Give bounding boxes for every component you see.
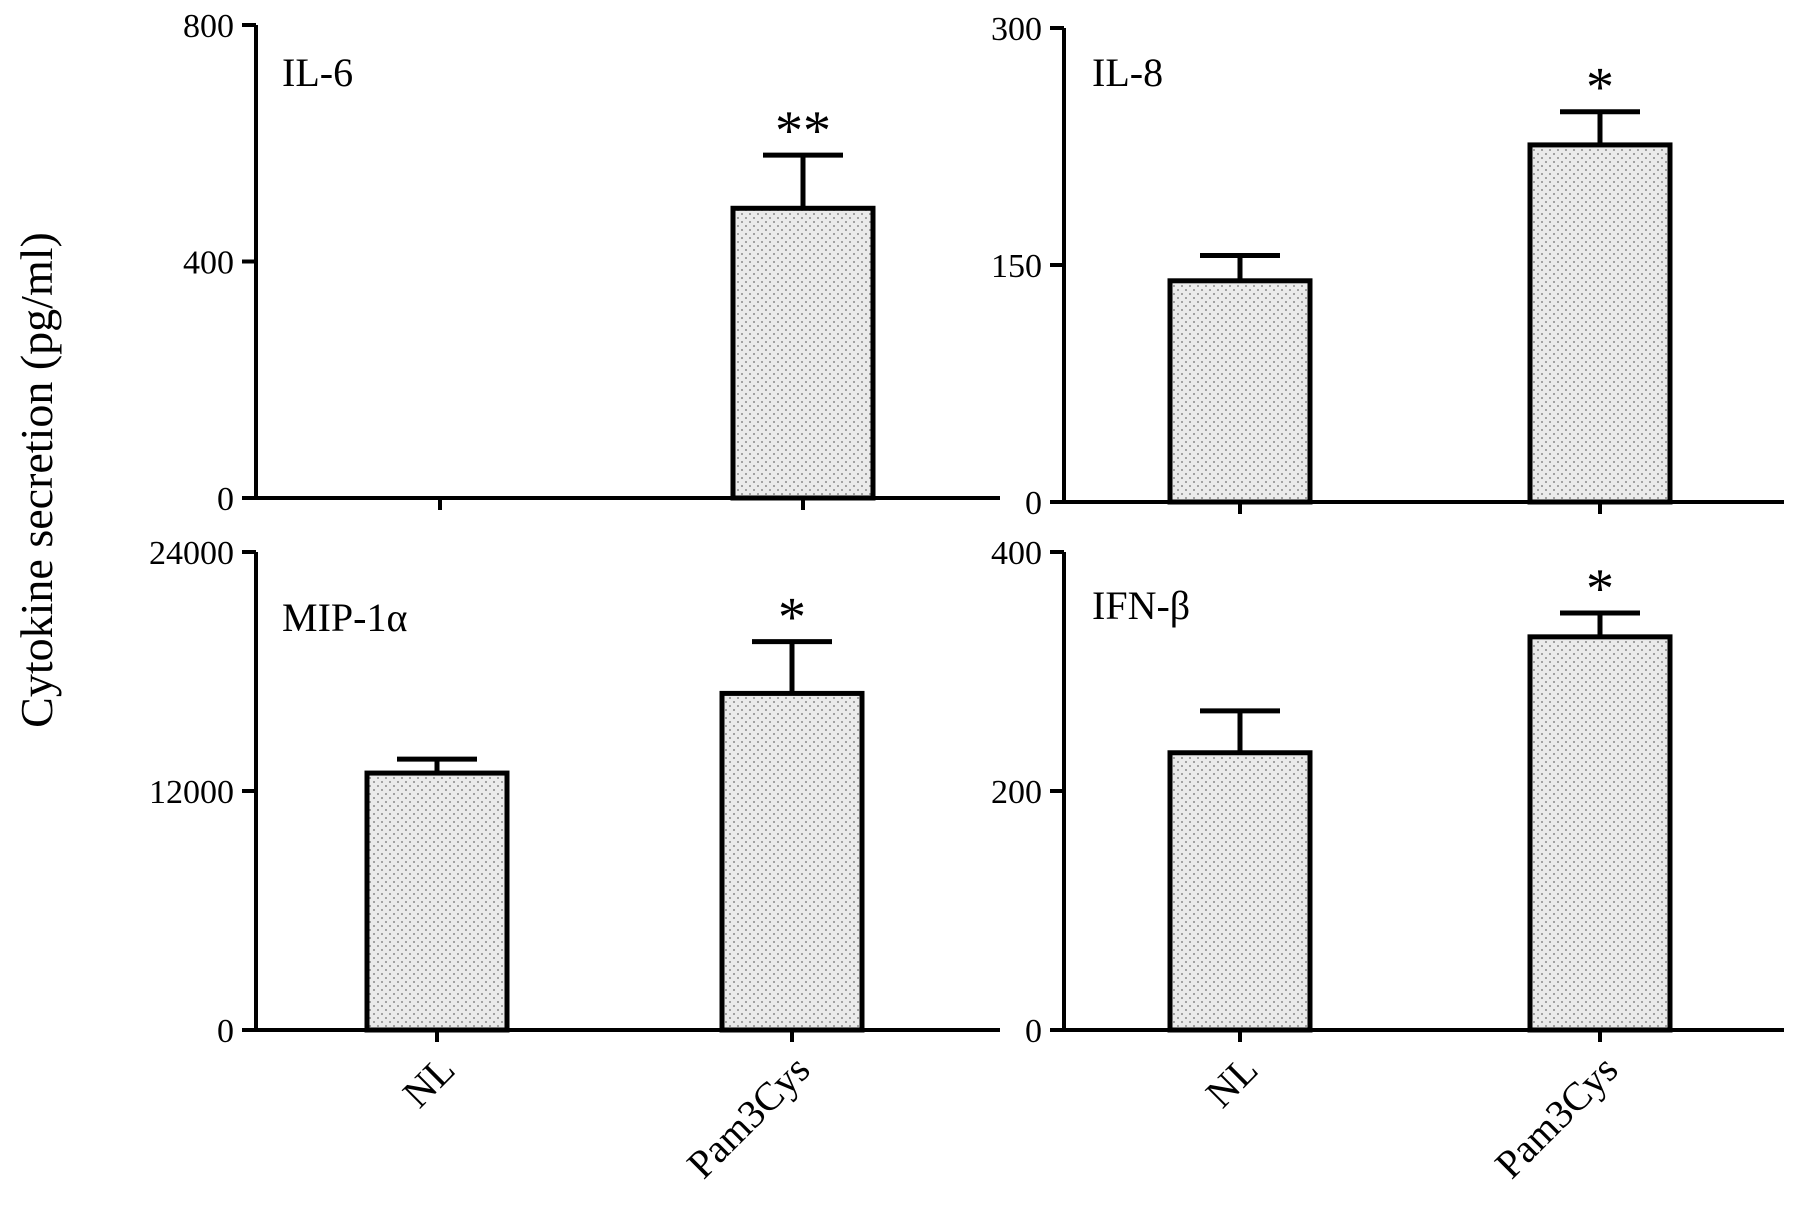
- panel-il-8: 0 150 300 * IL-8: [991, 11, 1784, 522]
- bar-mip-1a-pam3cys: [719, 690, 865, 1033]
- y-tick-label-il-6-0: 0: [217, 481, 234, 518]
- category-label-ifn-b-pam3cys: Pam3Cys: [1486, 1047, 1626, 1187]
- y-tick-label-il-8-0: 0: [1025, 485, 1042, 522]
- bar-il-8-nl: [1167, 278, 1313, 505]
- bar-mip-1a-nl: [364, 770, 510, 1033]
- y-tick-label-mip-1a-0: 0: [217, 1013, 234, 1050]
- bar-il-6-pam3cys: [730, 205, 876, 501]
- figure-y-axis-label: Cytokine secretion (pg/ml): [11, 232, 62, 728]
- category-label-mip-1a-nl: NL: [394, 1047, 464, 1117]
- y-tick-label-il-6-800: 800: [183, 8, 234, 45]
- y-tick-label-il-8-150: 150: [991, 248, 1042, 285]
- y-tick-label-mip-1a-24000: 24000: [149, 535, 234, 572]
- y-tick-label-il-8-300: 300: [991, 11, 1042, 48]
- panel-label-il-6: IL-6: [282, 50, 353, 95]
- y-tick-label-ifn-b-200: 200: [991, 774, 1042, 811]
- bar-ifn-b-nl: [1167, 750, 1313, 1033]
- panel-label-ifn-b: IFN-β: [1092, 583, 1190, 628]
- panel-label-il-8: IL-8: [1092, 50, 1163, 95]
- panel-ifn-b: 0 200 400 * IFN-β NL Pam3Cys: [991, 535, 1784, 1187]
- y-tick-label-mip-1a-12000: 12000: [149, 774, 234, 811]
- panel-label-mip-1a: MIP-1α: [282, 595, 407, 640]
- panel-mip-1a: 0 12000 24000 * MIP-1α NL Pam3Cys: [149, 535, 1000, 1187]
- y-tick-label-ifn-b-400: 400: [991, 535, 1042, 572]
- y-tick-label-il-6-400: 400: [183, 245, 234, 282]
- significance-il-8-pam3cys: *: [1586, 57, 1614, 119]
- significance-mip-1a-pam3cys: *: [778, 587, 806, 649]
- significance-il-6-pam3cys: **: [775, 100, 831, 162]
- y-tick-label-ifn-b-0: 0: [1025, 1013, 1042, 1050]
- category-label-ifn-b-nl: NL: [1197, 1047, 1267, 1117]
- significance-ifn-b-pam3cys: *: [1586, 558, 1614, 620]
- panel-il-6: 0 400 800 ** IL-6: [183, 8, 1000, 518]
- bar-il-8-pam3cys: [1527, 142, 1673, 505]
- category-label-mip-1a-pam3cys: Pam3Cys: [678, 1047, 818, 1187]
- bar-ifn-b-pam3cys: [1527, 634, 1673, 1033]
